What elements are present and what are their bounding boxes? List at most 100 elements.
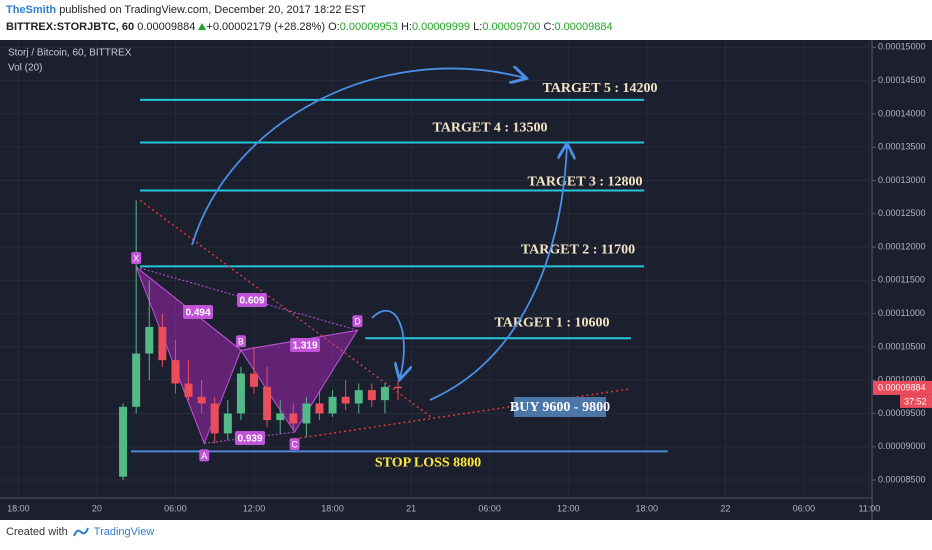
- chart: TARGET 5 : 14200 TARGET 4 : 13500 TARGET 3…: [0, 40, 932, 520]
- countdown-tag: [900, 394, 932, 408]
- y-tick-label: 0.00010000: [878, 375, 926, 385]
- candle-body: [223, 413, 232, 434]
- candle-body: [158, 326, 167, 361]
- point-box: [289, 438, 300, 451]
- ratio-label: 0.494: [185, 308, 210, 319]
- ohlc-value: 0.00009953: [339, 21, 398, 33]
- point-label: X: [133, 253, 139, 263]
- ratio-label: 0.939: [237, 434, 262, 445]
- x-tick-label: 18:00: [636, 503, 659, 513]
- brand[interactable]: TradingView: [93, 526, 155, 538]
- point-box: [352, 315, 363, 328]
- logo: [72, 527, 89, 537]
- level-label: TARGET 2 : 11700: [521, 243, 635, 258]
- x-tick-label: 22: [720, 503, 730, 513]
- candle-body: [119, 406, 128, 477]
- x-tick-label: 18:00: [321, 503, 344, 513]
- up-arrow: [198, 23, 207, 30]
- level-label: STOP LOSS 8800: [375, 456, 481, 471]
- ohlc-item: O:0.00009953: [325, 21, 398, 33]
- ratio-box: [237, 293, 267, 307]
- candle-body: [145, 326, 154, 354]
- candle-body: [236, 373, 245, 414]
- ratio-box: [290, 338, 320, 352]
- y-tick-label: 0.00008500: [878, 474, 926, 484]
- candle-body: [197, 396, 206, 404]
- x-tick-label: 11:00: [858, 503, 880, 513]
- candle-body: [341, 396, 350, 404]
- level-label: TARGET 3 : 12800: [528, 175, 643, 190]
- change: +0.00002179 (+28.28%): [206, 21, 326, 33]
- y-tick-label: 0.00012500: [878, 208, 926, 218]
- y-tick-label: 0.00010500: [878, 341, 926, 351]
- created: Created with: [6, 526, 68, 538]
- point-label: C: [291, 439, 298, 449]
- y-tick-label: 0.00009000: [878, 441, 926, 451]
- level-label: TARGET 5 : 14200: [543, 81, 658, 96]
- ohlc-label: L:: [473, 21, 483, 33]
- ohlc-value: 0.00009700: [482, 21, 541, 33]
- plot: TARGET 5 : 14200 TARGET 4 : 13500 TARGET 3…: [119, 81, 668, 481]
- candle-body: [289, 413, 298, 424]
- y-tick-label: 0.00015000: [878, 42, 926, 52]
- ohlc-value: 0.00009999: [411, 21, 471, 33]
- ratio-box: [235, 431, 265, 445]
- author[interactable]: TheSmith: [6, 4, 57, 16]
- point-box: [131, 252, 142, 265]
- ratio-label: 1.319: [292, 341, 317, 352]
- buy-label: BUY 9600 - 9800: [510, 400, 610, 415]
- point-label: B: [238, 337, 244, 347]
- trendline: [139, 199, 432, 418]
- last-price-label: 0.00009884: [878, 382, 926, 392]
- ratio-label: 0.609: [239, 296, 264, 307]
- plot-bg: [0, 40, 872, 498]
- candle-body: [250, 373, 259, 387]
- y-tick-label: 0.00009500: [878, 408, 926, 418]
- legend-title: Storj / Bitcoin, 60, BITTREX: [8, 48, 132, 59]
- ohlc-item: C:0.00009884: [540, 21, 613, 33]
- last-price-tag: [873, 380, 932, 395]
- x-tick-label: 12:00: [243, 503, 266, 513]
- candle-body: [263, 386, 272, 421]
- candle-body: [184, 383, 193, 397]
- x-tick-label: 18:00: [7, 503, 30, 513]
- indicator: Vol (20): [8, 63, 42, 74]
- countdown: 37:52: [904, 396, 927, 406]
- trendline: [294, 388, 632, 440]
- point-box: [235, 335, 246, 348]
- ohlc-label: H:: [400, 21, 412, 33]
- ohlc-label: C:: [543, 21, 555, 33]
- last: 0.00009884: [137, 21, 196, 33]
- x-tick-label: 06:00: [478, 503, 501, 513]
- candle-body: [354, 390, 363, 404]
- level-label: TARGET 4 : 13500: [433, 121, 548, 136]
- time-axis-bg: [0, 498, 872, 520]
- y-tick-label: 0.00011500: [878, 275, 925, 285]
- footer: Created with TradingView: [6, 526, 154, 538]
- y-tick-label: 0.00012000: [878, 241, 926, 251]
- buy-box: [514, 397, 606, 417]
- ratio-box: [183, 305, 213, 319]
- candle-body: [132, 353, 141, 407]
- candle-body: [210, 403, 219, 434]
- y-tick-label: 0.00011000: [878, 308, 925, 318]
- candle-body: [276, 413, 285, 421]
- arrow: [371, 310, 404, 378]
- quote-line: BITTREX:STORJBTC, 60 0.00009884 +0.00002…: [6, 19, 613, 36]
- ohlc-item: H:0.00009999: [398, 21, 470, 33]
- arrow: [191, 68, 525, 246]
- ohlc: O:0.00009953 H:0.00009999 L:0.00009700 C…: [325, 21, 613, 33]
- x-tick-label: 06:00: [793, 503, 816, 513]
- ohlc-label: O:: [328, 21, 340, 33]
- candle-body: [302, 403, 311, 424]
- price-axis-bg: [872, 40, 932, 520]
- candle-body: [394, 386, 403, 389]
- level-label: TARGET 1 : 10600: [495, 315, 610, 330]
- candle-body: [315, 403, 324, 414]
- x-tick-label: 21: [406, 503, 416, 513]
- candle-body: [380, 386, 389, 401]
- y-tick-label: 0.00014500: [878, 75, 926, 85]
- candle-body: [328, 396, 337, 414]
- x-tick-label: 20: [92, 503, 102, 513]
